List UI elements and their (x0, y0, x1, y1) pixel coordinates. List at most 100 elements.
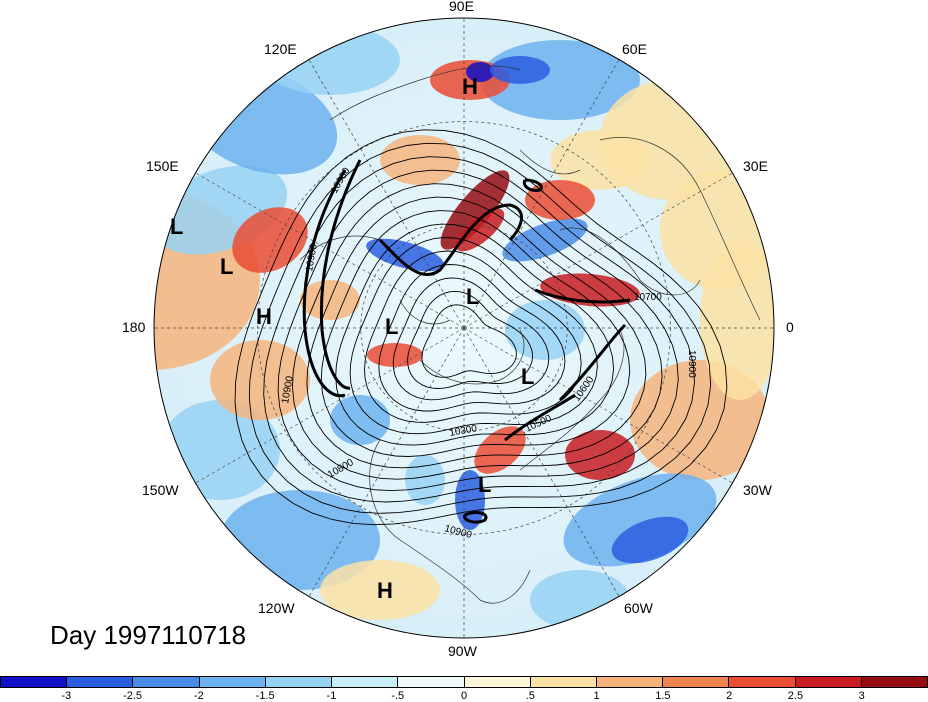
colorbar-tick-label: 2.5 (787, 690, 804, 702)
height-contour (421, 304, 517, 378)
colorbar-tick-label: -1 (326, 690, 337, 702)
height-contour (320, 210, 631, 457)
meridian-line (463, 327, 620, 597)
anomaly-blob (330, 395, 390, 445)
anomaly-blob (260, 25, 400, 95)
anomaly-blob (474, 426, 526, 474)
anomaly-blob (320, 560, 440, 620)
coastline (329, 65, 521, 121)
coastline (419, 329, 525, 385)
anomaly-blob (611, 516, 689, 564)
contour-label: 10900 (304, 243, 320, 273)
jet-contour (558, 323, 627, 402)
colorbar-tick-label: 1.5 (655, 690, 671, 702)
colorbar-tick-label: -3 (61, 690, 72, 702)
height-contour (335, 223, 615, 446)
height-contour (277, 169, 679, 492)
map-border (153, 17, 775, 639)
height-contour (364, 250, 582, 423)
colorbar-swatch (265, 677, 333, 687)
coastline (519, 329, 625, 471)
colorbar-swatch (861, 677, 928, 687)
coastline (519, 149, 581, 175)
anomaly-blob (525, 180, 595, 220)
graticule (154, 18, 774, 638)
longitude-label-180: 180 (122, 319, 146, 335)
contour-label: 10700 (634, 292, 662, 303)
colorbar (0, 676, 928, 688)
colorbar-swatch (332, 677, 399, 687)
jet-contours (302, 159, 631, 524)
anomaly-blob (380, 135, 460, 185)
colorbar-tick-label: 1 (593, 690, 600, 702)
height-contour (248, 142, 712, 514)
pressure-low-atlantic: L (521, 364, 534, 389)
pressure-high-pacific: H (256, 304, 272, 329)
jet-contour (522, 178, 543, 192)
colorbar-swatch (133, 677, 200, 687)
jet-contour (463, 511, 488, 524)
colorbar-swatch (464, 677, 531, 687)
contour-label: 10300 (449, 423, 479, 439)
colorbar-swatch (663, 677, 730, 687)
meridian-line (195, 327, 465, 484)
colorbar-swatch (530, 677, 597, 687)
longitude-label-120w: 120W (258, 600, 295, 616)
anomaly-blob (505, 300, 585, 360)
colorbar-swatch (795, 677, 862, 687)
colorbar-tick-label: 3 (858, 690, 865, 702)
contour-label: 10900 (280, 375, 296, 405)
height-contour (407, 290, 534, 389)
colorbar-tick-label: -2 (193, 690, 204, 702)
anomaly-blob (405, 455, 445, 505)
meridian-line (463, 59, 620, 329)
coastline (559, 227, 701, 296)
longitude-label-60e: 60E (622, 41, 647, 57)
anomaly-blob (440, 170, 510, 250)
anomaly-blob (367, 343, 423, 367)
pressure-high-central-asia: H (462, 74, 478, 99)
longitude-label-120e: 120E (264, 41, 297, 57)
longitude-label-150e: 150E (146, 158, 179, 174)
jet-contour (302, 169, 347, 398)
pressure-low-far-west-1: L (170, 214, 183, 239)
pressure-high-east-pacific: H (377, 578, 393, 603)
contour-label: 10900 (686, 350, 697, 378)
height-contour (306, 196, 647, 469)
date-label: Day 1997110718 (50, 620, 247, 650)
meridian-line (195, 172, 465, 329)
height-contour (234, 129, 728, 526)
meridian-line (463, 327, 733, 484)
longitude-label-0: 0 (786, 319, 794, 335)
pressure-low-west: L (385, 314, 398, 339)
anomaly-blob (455, 470, 485, 530)
meridian-line (463, 172, 733, 329)
height-contour (378, 264, 566, 412)
longitude-label-60w: 60W (624, 600, 653, 616)
longitude-label-150w: 150W (142, 482, 179, 498)
colorbar-swatch (398, 677, 465, 687)
height-contour (263, 156, 695, 503)
longitude-label-90e: 90E (449, 0, 474, 14)
colorbar-tick-label: -1.5 (255, 690, 275, 702)
longitude-label-30w: 30W (743, 482, 772, 498)
pressure-low-east-coast: L (478, 472, 491, 497)
colorbar-tick-label: -.5 (391, 690, 405, 702)
jet-contour (534, 288, 631, 304)
longitude-label-90w: 90W (448, 643, 477, 659)
height-contour (392, 277, 550, 401)
coastline (369, 439, 531, 604)
height-contour (349, 237, 598, 435)
meridian-line (308, 327, 465, 597)
colorbar-tick-label: .5 (525, 690, 535, 702)
jet-contour (504, 393, 576, 442)
pressure-low-far-west-2: L (220, 254, 233, 279)
colorbar-swatch (199, 677, 266, 687)
colorbar-swatch (67, 677, 134, 687)
colorbar-swatch (729, 677, 796, 687)
height-contour (292, 183, 663, 480)
coastline (599, 137, 761, 321)
colorbar-swatch (1, 677, 68, 687)
longitude-label-30e: 30E (743, 158, 768, 174)
